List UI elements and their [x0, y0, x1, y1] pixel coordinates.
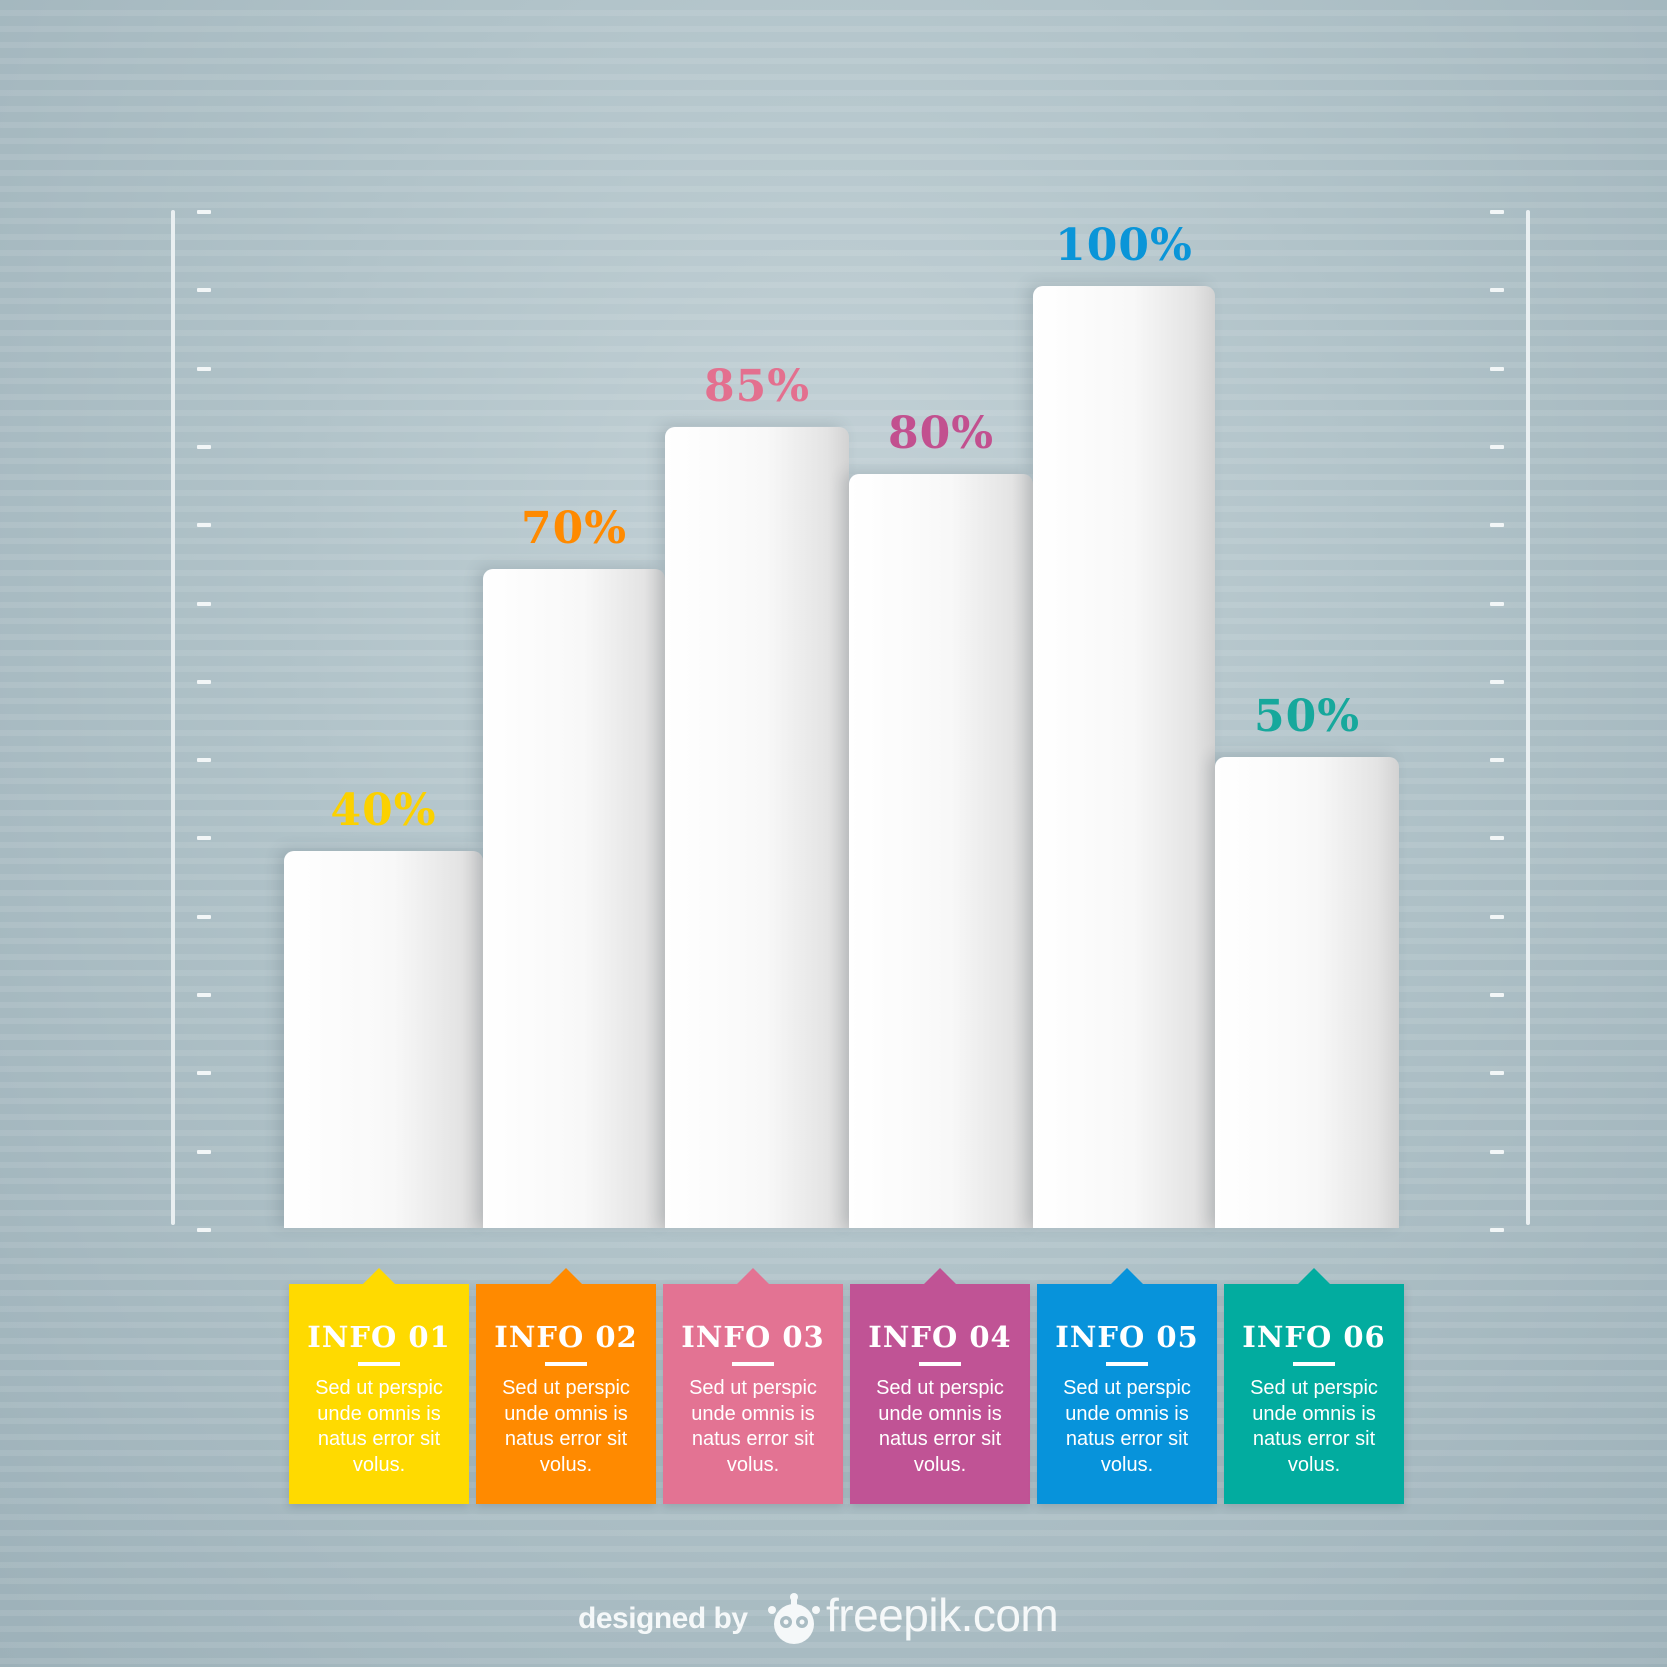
info-card-6: INFO 06 Sed ut perspic unde omnis is natu…	[1224, 1268, 1404, 1504]
card-description: Sed ut perspic unde omnis is natus error…	[876, 1377, 1004, 1476]
axis-tick	[1490, 367, 1504, 371]
card-title: INFO 05	[1055, 1320, 1199, 1354]
axis-tick	[197, 602, 211, 606]
card-pointer	[363, 1268, 395, 1284]
axis-tick	[1490, 210, 1504, 214]
card-description: Sed ut perspic unde omnis is natus error…	[689, 1377, 817, 1476]
card-description: Sed ut perspic unde omnis is natus error…	[315, 1377, 443, 1476]
card-pointer	[1111, 1268, 1143, 1284]
card-title: INFO 03	[681, 1320, 825, 1354]
bar-4	[849, 474, 1033, 1228]
value-label-6: 50%	[1253, 691, 1361, 742]
bar-3	[665, 427, 849, 1228]
card-divider	[358, 1362, 400, 1366]
value-label-1: 40%	[330, 785, 437, 837]
right-axis-line	[1526, 210, 1530, 1225]
card-divider	[1106, 1362, 1148, 1366]
value-label-3: 85%	[703, 361, 811, 413]
card-description: Sed ut perspic unde omnis is natus error…	[502, 1377, 630, 1476]
axis-tick	[197, 915, 211, 919]
card-description: Sed ut perspic unde omnis is natus error…	[1250, 1377, 1378, 1476]
info-card-1: INFO 01 Sed ut perspic unde omnis is natu…	[289, 1268, 469, 1504]
card-divider	[1293, 1362, 1335, 1366]
axis-tick	[197, 210, 211, 214]
card-pointer	[924, 1268, 956, 1284]
axis-tick	[1490, 993, 1504, 997]
axis-tick	[197, 367, 211, 371]
credit-prefix: designed by	[578, 1602, 748, 1635]
value-label-4: 80%	[887, 408, 995, 460]
axis-tick	[197, 680, 211, 684]
info-card-4: INFO 04 Sed ut perspic unde omnis is natu…	[850, 1268, 1030, 1504]
axis-tick	[197, 758, 211, 762]
card-title: INFO 02	[494, 1320, 638, 1354]
axis-tick	[1490, 1228, 1504, 1232]
card-divider	[919, 1362, 961, 1366]
axis-tick	[1490, 445, 1504, 449]
credit-line: designed by freepik.com	[0, 1588, 1667, 1648]
axis-tick	[1490, 602, 1504, 606]
value-label-2: 70%	[520, 502, 628, 554]
info-card-2: INFO 02 Sed ut perspic unde omnis is natu…	[476, 1268, 656, 1504]
credit-brand: freepik.com	[826, 1589, 1059, 1641]
freepik-mascot-icon	[764, 1592, 824, 1650]
bar-1	[284, 851, 483, 1228]
info-card-3: INFO 03 Sed ut perspic unde omnis is natu…	[663, 1268, 843, 1504]
axis-tick	[197, 445, 211, 449]
card-pointer	[550, 1268, 582, 1284]
axis-tick	[1490, 288, 1504, 292]
axis-tick	[1490, 836, 1504, 840]
axis-tick	[197, 1150, 211, 1154]
card-description: Sed ut perspic unde omnis is natus error…	[1063, 1377, 1191, 1476]
axis-tick	[1490, 758, 1504, 762]
axis-tick	[1490, 1071, 1504, 1075]
left-axis-line	[171, 210, 175, 1225]
axis-tick	[197, 523, 211, 527]
card-title: INFO 06	[1242, 1320, 1386, 1354]
axis-tick	[1490, 915, 1504, 919]
axis-tick	[197, 1071, 211, 1075]
axis-tick	[1490, 523, 1504, 527]
card-title: INFO 04	[868, 1320, 1012, 1354]
axis-tick	[1490, 680, 1504, 684]
axis-tick	[197, 993, 211, 997]
card-divider	[545, 1362, 587, 1366]
axis-tick	[197, 836, 211, 840]
bar-2	[483, 568, 665, 1228]
bar-5	[1033, 286, 1215, 1228]
card-divider	[732, 1362, 774, 1366]
card-title: INFO 01	[307, 1320, 451, 1354]
card-pointer	[737, 1268, 769, 1284]
card-pointer	[1298, 1268, 1330, 1284]
axis-tick	[197, 1228, 211, 1232]
info-card-5: INFO 05 Sed ut perspic unde omnis is natu…	[1037, 1268, 1217, 1504]
axis-tick	[1490, 1150, 1504, 1154]
bar-6	[1215, 757, 1399, 1228]
value-label-5: 100%	[1055, 220, 1193, 271]
axis-tick	[197, 288, 211, 292]
